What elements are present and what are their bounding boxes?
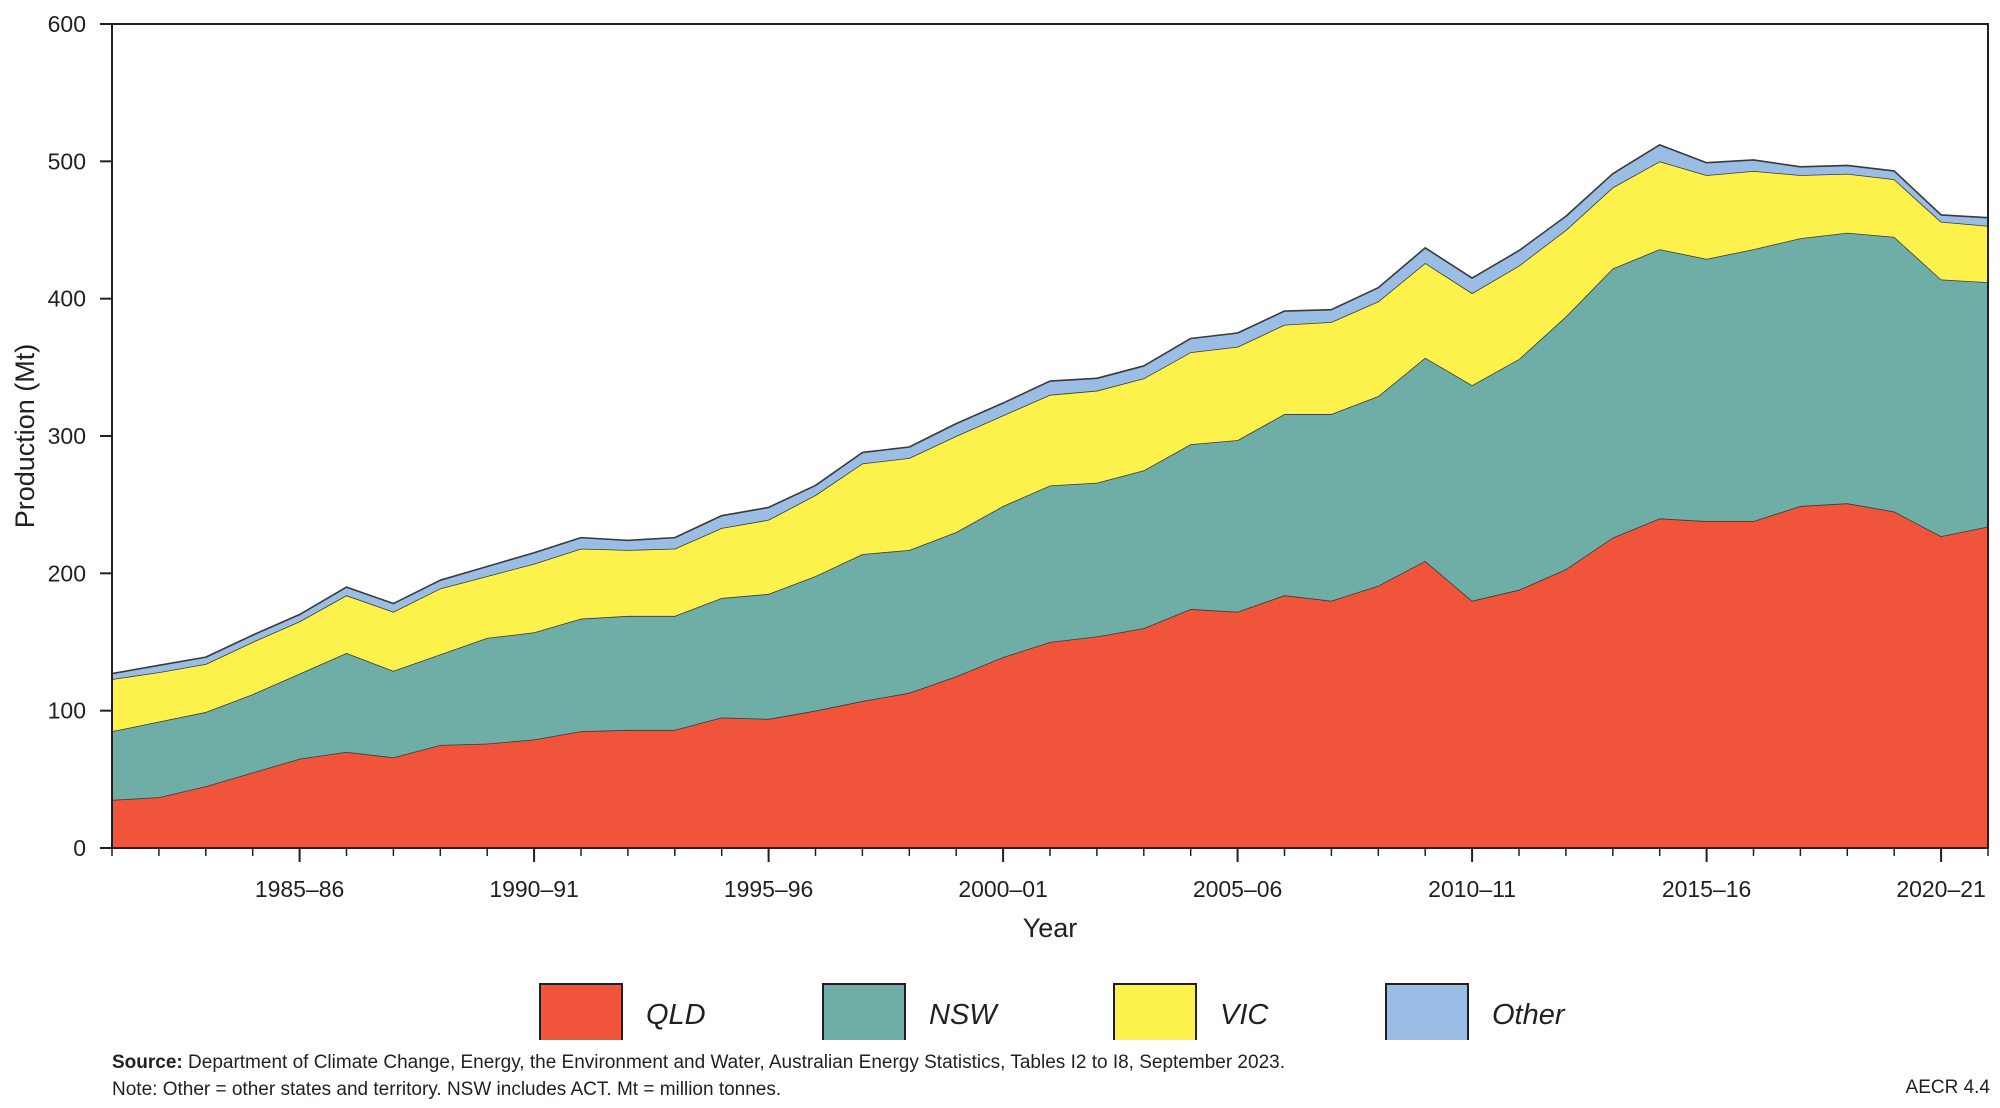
source-note: Source: Department of Climate Change, En… bbox=[112, 1050, 1285, 1076]
legend: QLD NSW VIC Other bbox=[539, 983, 1566, 1040]
legend-swatch-qld bbox=[539, 983, 623, 1040]
x-tick-label: 2010–11 bbox=[1428, 876, 1516, 902]
y-tick-label: 300 bbox=[48, 423, 86, 449]
y-axis: 0 100 200 300 400 500 600 bbox=[48, 11, 112, 861]
source-label: Source: bbox=[112, 1052, 183, 1073]
stacked-area-chart: 0 100 200 300 400 500 600 1985–86 1990–91 1995–9… bbox=[10, 11, 1989, 1040]
area-qld bbox=[112, 503, 1988, 848]
x-tick-label: 2015–16 bbox=[1662, 876, 1752, 902]
legend-label-nsw: NSW bbox=[929, 999, 999, 1031]
y-tick-label: 500 bbox=[48, 148, 86, 174]
area-other bbox=[112, 144, 1988, 680]
y-axis-title: Production (Mt) bbox=[10, 344, 40, 529]
y-tick-label: 200 bbox=[48, 560, 86, 586]
legend-label-qld: QLD bbox=[646, 999, 706, 1031]
figure-id: AECR 4.4 bbox=[1905, 1077, 1990, 1098]
x-tick-label: 2005–06 bbox=[1193, 876, 1283, 902]
x-tick-label: 1990–91 bbox=[489, 876, 579, 902]
x-tick-label: 2020–21 bbox=[1896, 876, 1986, 902]
x-axis: 1985–86 1990–91 1995–96 2000–01 2005–06 2010–… bbox=[111, 848, 1989, 902]
y-tick-label: 100 bbox=[48, 698, 86, 724]
plot-frame bbox=[111, 23, 1989, 849]
y-tick-label: 400 bbox=[48, 286, 86, 312]
x-axis-title: Year bbox=[1023, 913, 1078, 943]
area-layers bbox=[111, 144, 1989, 848]
source-text: Department of Climate Change, Energy, th… bbox=[182, 1052, 1285, 1073]
legend-label-other: Other bbox=[1492, 999, 1566, 1031]
legend-swatch-vic bbox=[1113, 983, 1197, 1040]
x-tick-label: 2000–01 bbox=[958, 876, 1048, 902]
x-tick-label: 1985–86 bbox=[255, 876, 345, 902]
footnote: Note: Other = other states and territory… bbox=[112, 1079, 782, 1100]
legend-swatch-other bbox=[1385, 983, 1469, 1040]
area-vic bbox=[112, 161, 1988, 732]
legend-swatch-nsw bbox=[822, 983, 906, 1040]
y-tick-label: 600 bbox=[48, 11, 86, 37]
x-tick-label: 1995–96 bbox=[724, 876, 814, 902]
legend-label-vic: VIC bbox=[1220, 999, 1269, 1031]
y-tick-label: 0 bbox=[73, 835, 86, 861]
area-nsw bbox=[112, 232, 1988, 800]
area-edge-other bbox=[111, 144, 1989, 675]
